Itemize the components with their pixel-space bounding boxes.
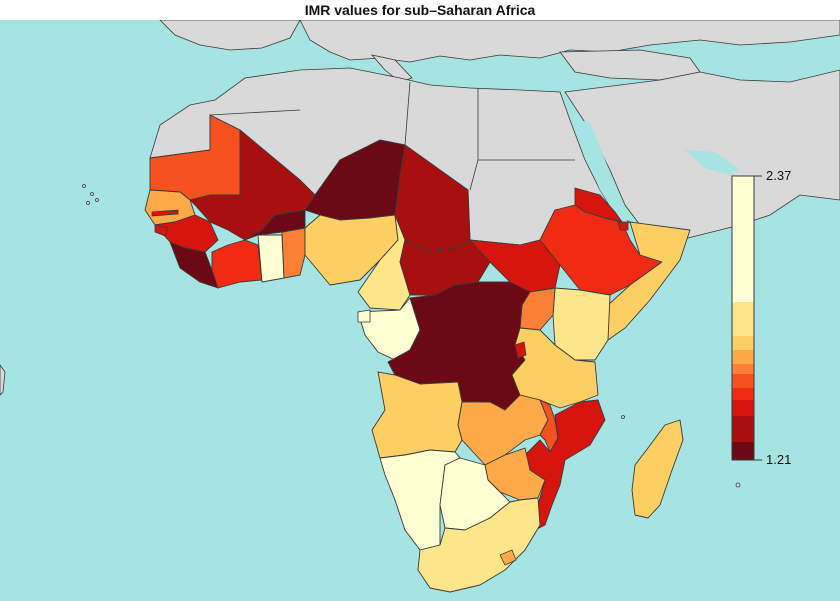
other-land xyxy=(149,20,840,246)
legend-bin xyxy=(732,416,754,442)
legend-bin xyxy=(732,442,754,460)
region-tanzania xyxy=(511,327,599,409)
region-mozambique xyxy=(524,399,606,531)
islands xyxy=(0,184,741,488)
legend-min-label: 1.21 xyxy=(766,452,792,467)
legend-bin xyxy=(732,364,754,374)
red-sea-water xyxy=(575,120,630,222)
south-america-edge xyxy=(0,364,6,396)
cape-verde-island xyxy=(82,184,86,188)
comoros-island xyxy=(621,415,625,419)
gambia xyxy=(151,209,179,217)
small-features xyxy=(151,209,629,566)
guinea-bissau xyxy=(154,224,169,237)
cape-verde-island xyxy=(95,198,99,202)
europe-landmass xyxy=(299,20,840,63)
region-burkina-faso xyxy=(244,209,306,241)
legend-bin xyxy=(732,336,754,350)
djibouti xyxy=(617,221,629,231)
legend-bin xyxy=(732,176,754,302)
legend-max-label: 2.37 xyxy=(766,168,792,183)
africa-map xyxy=(0,20,840,601)
region-togo-benin xyxy=(281,227,306,279)
rwanda-burundi xyxy=(514,341,527,359)
cape-verde-island xyxy=(90,192,94,196)
algeria-libya-border xyxy=(404,81,411,146)
region-angola xyxy=(371,371,463,459)
legend-bin xyxy=(732,400,754,416)
equatorial-guinea xyxy=(357,309,371,323)
lesotho xyxy=(499,549,517,566)
map-title: IMR values for sub–Saharan Africa xyxy=(304,2,536,18)
region-kenya xyxy=(552,287,611,361)
legend-bin xyxy=(732,374,754,388)
region-ghana xyxy=(257,234,285,283)
legend-colorbar xyxy=(731,175,762,461)
mauritius-island xyxy=(735,482,741,488)
region-south-africa xyxy=(417,497,541,593)
persian-gulf-water xyxy=(685,150,740,175)
legend-bin xyxy=(732,350,754,364)
legend-bin xyxy=(732,302,754,336)
region-madagascar xyxy=(631,419,684,519)
iberia-landmass xyxy=(159,20,301,51)
legend-frame xyxy=(731,175,755,461)
legend-bin xyxy=(732,388,754,400)
morocco-border xyxy=(209,109,301,116)
countries xyxy=(144,114,691,593)
cape-verde-island xyxy=(86,201,90,205)
